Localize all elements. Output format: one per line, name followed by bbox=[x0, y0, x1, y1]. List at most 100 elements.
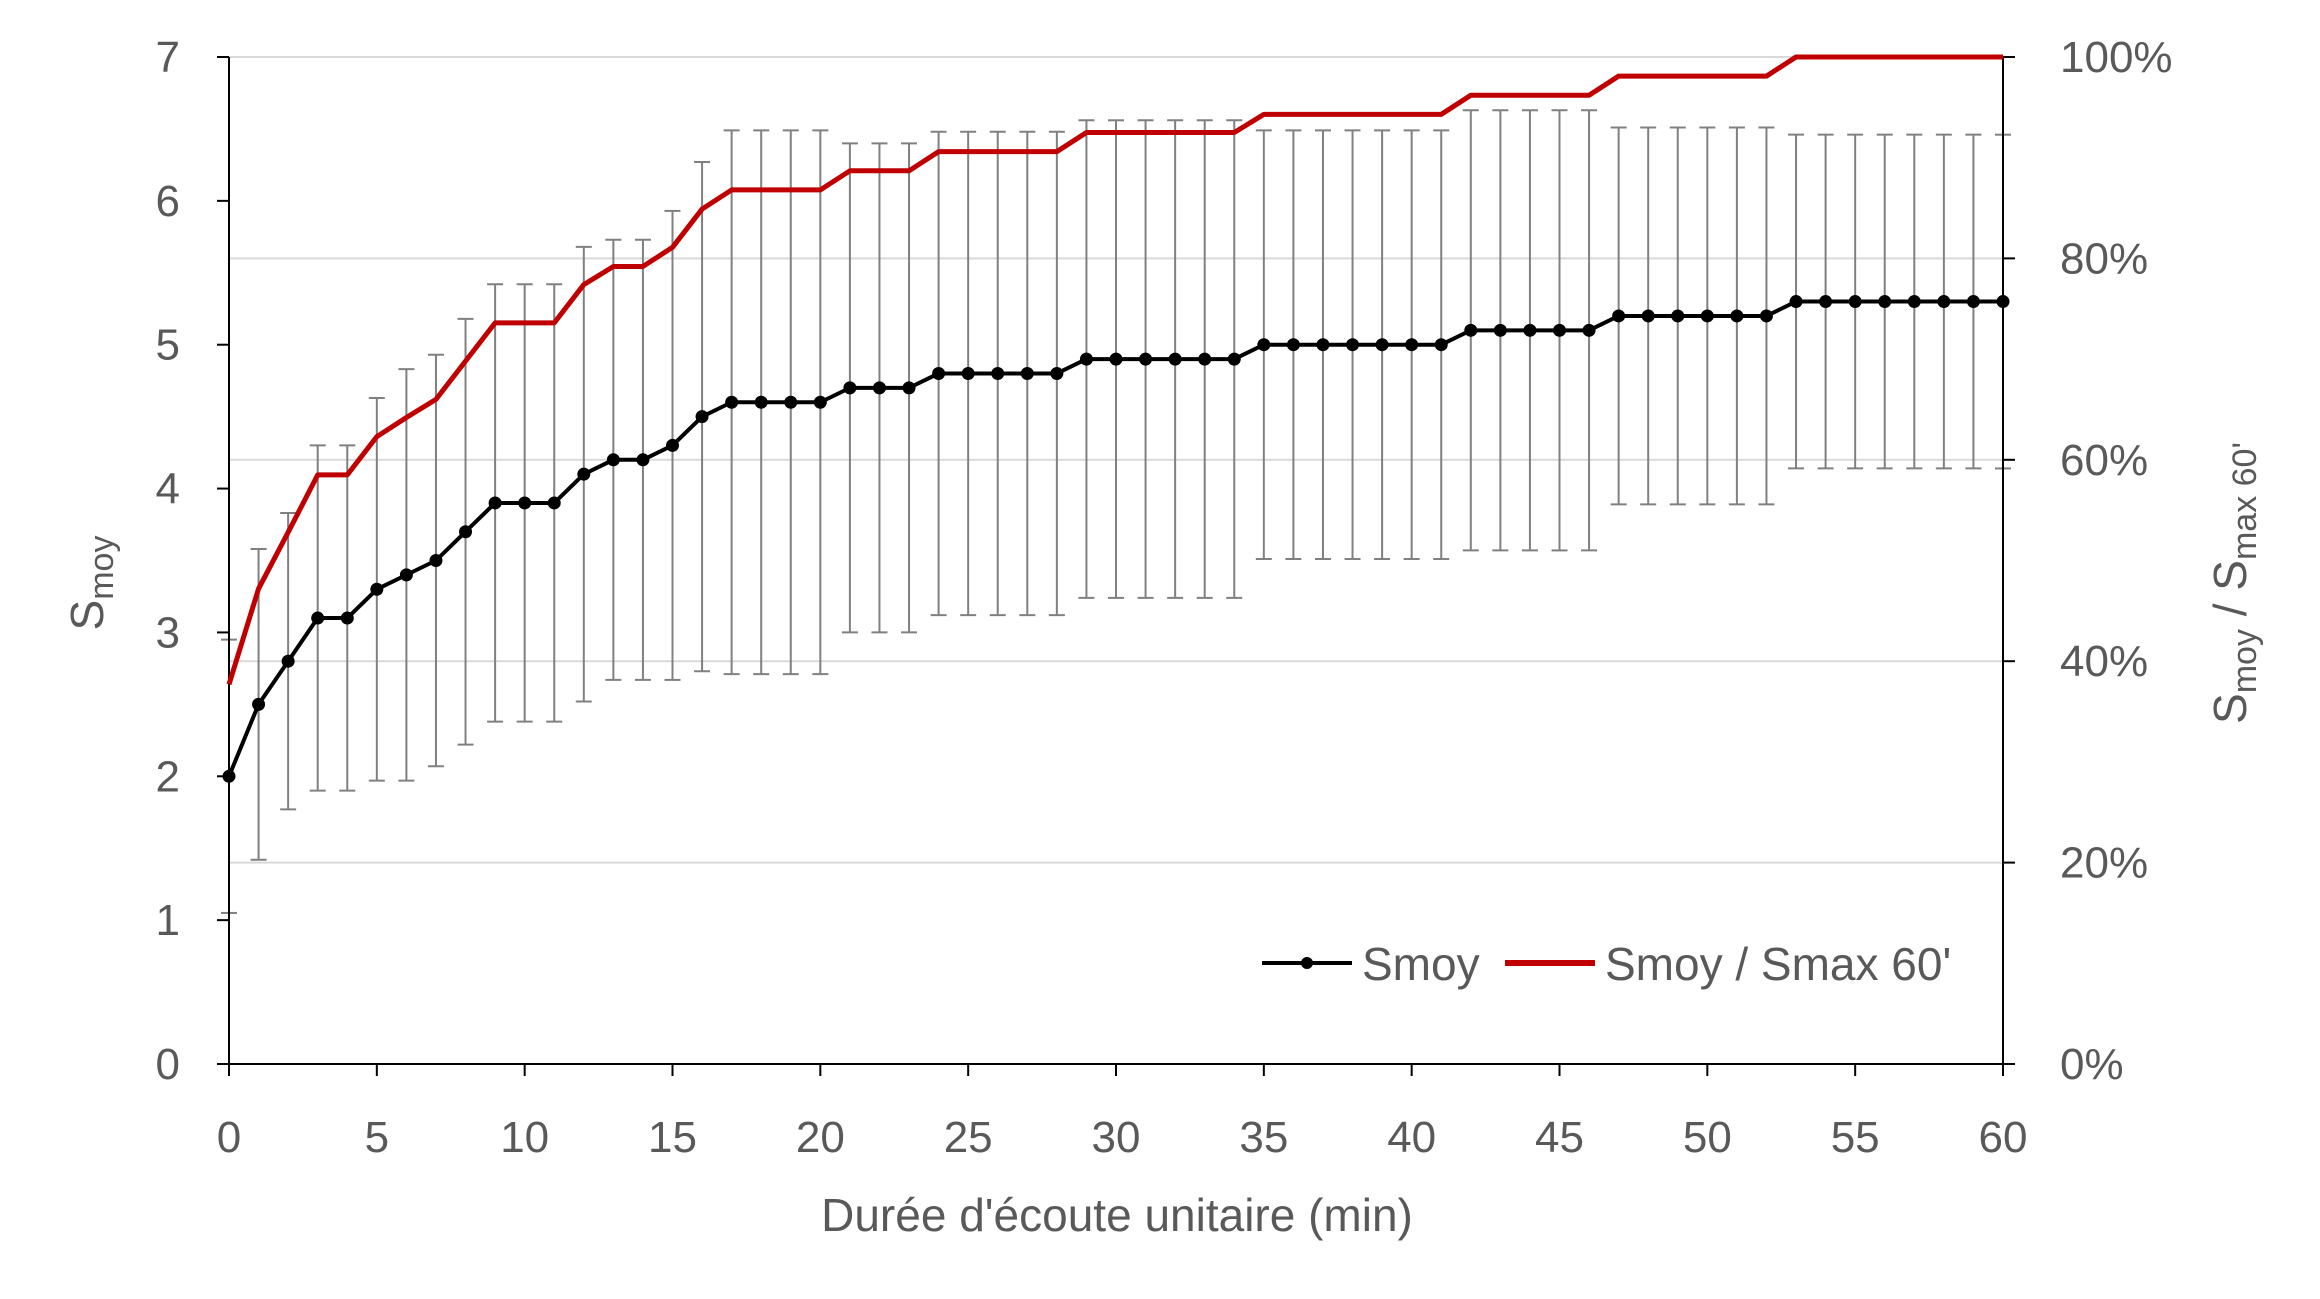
data-point-smoy-58 bbox=[1937, 295, 1951, 309]
data-point-smoy-13 bbox=[606, 453, 620, 467]
data-point-smoy-0 bbox=[222, 769, 236, 783]
data-point-smoy-46 bbox=[1582, 323, 1596, 337]
data-point-smoy-17 bbox=[725, 395, 739, 409]
x-tick-label-5: 25 bbox=[944, 1113, 993, 1162]
data-point-smoy-6 bbox=[399, 568, 413, 582]
x-tick-label-12: 60 bbox=[1979, 1113, 2028, 1162]
data-point-smoy-44 bbox=[1523, 323, 1537, 337]
y-axis-title: Smoy bbox=[61, 536, 121, 631]
data-point-smoy-60 bbox=[1996, 295, 2010, 309]
data-point-smoy-40 bbox=[1405, 338, 1419, 352]
data-point-smoy-35 bbox=[1257, 338, 1271, 352]
y2-tick-label-0: 0% bbox=[2060, 1040, 2124, 1089]
data-point-smoy-33 bbox=[1198, 352, 1212, 366]
data-point-smoy-43 bbox=[1493, 323, 1507, 337]
data-point-smoy-57 bbox=[1907, 295, 1921, 309]
data-point-smoy-22 bbox=[872, 381, 886, 395]
data-point-smoy-37 bbox=[1316, 338, 1330, 352]
x-tick-label-8: 40 bbox=[1387, 1113, 1436, 1162]
axes bbox=[217, 56, 2015, 1076]
data-point-smoy-49 bbox=[1671, 309, 1685, 323]
x-tick-label-10: 50 bbox=[1683, 1113, 1732, 1162]
x-tick-label-11: 55 bbox=[1831, 1113, 1880, 1162]
data-point-smoy-45 bbox=[1553, 323, 1566, 337]
data-point-smoy-41 bbox=[1434, 338, 1448, 352]
legend-marker-smoy bbox=[1301, 957, 1313, 969]
data-point-smoy-5 bbox=[370, 582, 384, 596]
data-point-smoy-32 bbox=[1168, 352, 1182, 366]
y2-tick-label-2: 40% bbox=[2060, 637, 2148, 686]
x-tick-label-9: 45 bbox=[1535, 1113, 1584, 1162]
data-point-smoy-34 bbox=[1227, 352, 1241, 366]
data-point-smoy-54 bbox=[1819, 295, 1833, 309]
error-bars bbox=[221, 109, 2011, 914]
data-point-smoy-15 bbox=[666, 438, 679, 452]
data-point-smoy-20 bbox=[813, 395, 827, 409]
data-point-smoy-8 bbox=[459, 525, 473, 539]
y-tick-label-1: 1 bbox=[156, 896, 180, 945]
data-point-smoy-36 bbox=[1286, 338, 1300, 352]
data-point-smoy-51 bbox=[1730, 309, 1744, 323]
x-axis-title: Durée d'écoute unitaire (min) bbox=[821, 1189, 1413, 1241]
series-ratio bbox=[226, 54, 2003, 686]
data-point-smoy-31 bbox=[1139, 352, 1153, 366]
x-tick-label-3: 15 bbox=[648, 1113, 697, 1162]
y2-axis-title: Smoy / Smax 60' bbox=[2204, 442, 2264, 724]
legend-label-smoy: Smoy bbox=[1362, 938, 1480, 990]
data-point-smoy-53 bbox=[1789, 295, 1803, 309]
data-point-smoy-42 bbox=[1464, 323, 1478, 337]
y-tick-label-4: 4 bbox=[156, 465, 180, 514]
legend-label-ratio: Smoy / Smax 60' bbox=[1605, 938, 1951, 990]
data-point-smoy-27 bbox=[1020, 366, 1034, 380]
y2-tick-label-3: 60% bbox=[2060, 436, 2148, 485]
data-point-smoy-12 bbox=[577, 467, 591, 481]
data-point-smoy-29 bbox=[1079, 352, 1093, 366]
y-tick-label-2: 2 bbox=[156, 752, 180, 801]
data-point-smoy-4 bbox=[340, 611, 354, 625]
x-tick-label-4: 20 bbox=[796, 1113, 845, 1162]
data-point-smoy-11 bbox=[547, 496, 561, 510]
y-tick-label-5: 5 bbox=[156, 321, 180, 370]
data-point-smoy-14 bbox=[636, 453, 650, 467]
y2-tick-label-4: 80% bbox=[2060, 234, 2148, 283]
x-tick-label-6: 30 bbox=[1092, 1113, 1141, 1162]
data-point-smoy-25 bbox=[961, 366, 975, 380]
data-point-smoy-55 bbox=[1848, 295, 1862, 309]
data-point-smoy-2 bbox=[281, 654, 295, 668]
y-tick-label-6: 6 bbox=[156, 177, 180, 226]
data-point-smoy-47 bbox=[1612, 309, 1626, 323]
tick-labels: 0 1 2 3 45 6 7 0% 20% 40% 60% 80% 100% 0 5 10 15 20 25 30 35… bbox=[156, 33, 2173, 1162]
series-smoy bbox=[222, 295, 2010, 783]
data-point-smoy-21 bbox=[843, 381, 857, 395]
data-point-smoy-26 bbox=[991, 366, 1005, 380]
y2-tick-label-5: 100% bbox=[2060, 33, 2173, 82]
series-line-ratio bbox=[226, 54, 2003, 686]
data-point-smoy-16 bbox=[695, 410, 709, 424]
data-point-smoy-48 bbox=[1641, 309, 1655, 323]
data-point-smoy-59 bbox=[1966, 295, 1980, 309]
data-point-smoy-52 bbox=[1759, 309, 1773, 323]
y2-tick-label-1: 20% bbox=[2060, 839, 2148, 888]
data-point-smoy-39 bbox=[1375, 338, 1389, 352]
data-point-smoy-56 bbox=[1878, 295, 1892, 309]
x-tick-label-2: 10 bbox=[500, 1113, 549, 1162]
y-tick-label-7: 7 bbox=[156, 33, 180, 82]
data-point-smoy-19 bbox=[784, 395, 798, 409]
data-point-smoy-50 bbox=[1700, 309, 1714, 323]
x-tick-label-0: 0 bbox=[217, 1113, 241, 1162]
y-tick-label-0: 0 bbox=[156, 1040, 180, 1089]
data-point-smoy-30 bbox=[1109, 352, 1123, 366]
data-point-smoy-38 bbox=[1346, 338, 1360, 352]
data-point-smoy-7 bbox=[429, 554, 443, 567]
data-point-smoy-9 bbox=[488, 496, 502, 510]
data-point-smoy-28 bbox=[1050, 366, 1064, 380]
x-tick-label-7: 35 bbox=[1239, 1113, 1288, 1162]
legend: Smoy Smoy / Smax 60' bbox=[1262, 938, 1951, 990]
data-point-smoy-23 bbox=[902, 381, 916, 395]
data-point-smoy-1 bbox=[252, 697, 266, 711]
data-point-smoy-3 bbox=[311, 611, 325, 625]
data-point-smoy-10 bbox=[518, 496, 532, 510]
data-point-smoy-24 bbox=[932, 366, 946, 380]
y-tick-label-3: 3 bbox=[156, 608, 180, 657]
